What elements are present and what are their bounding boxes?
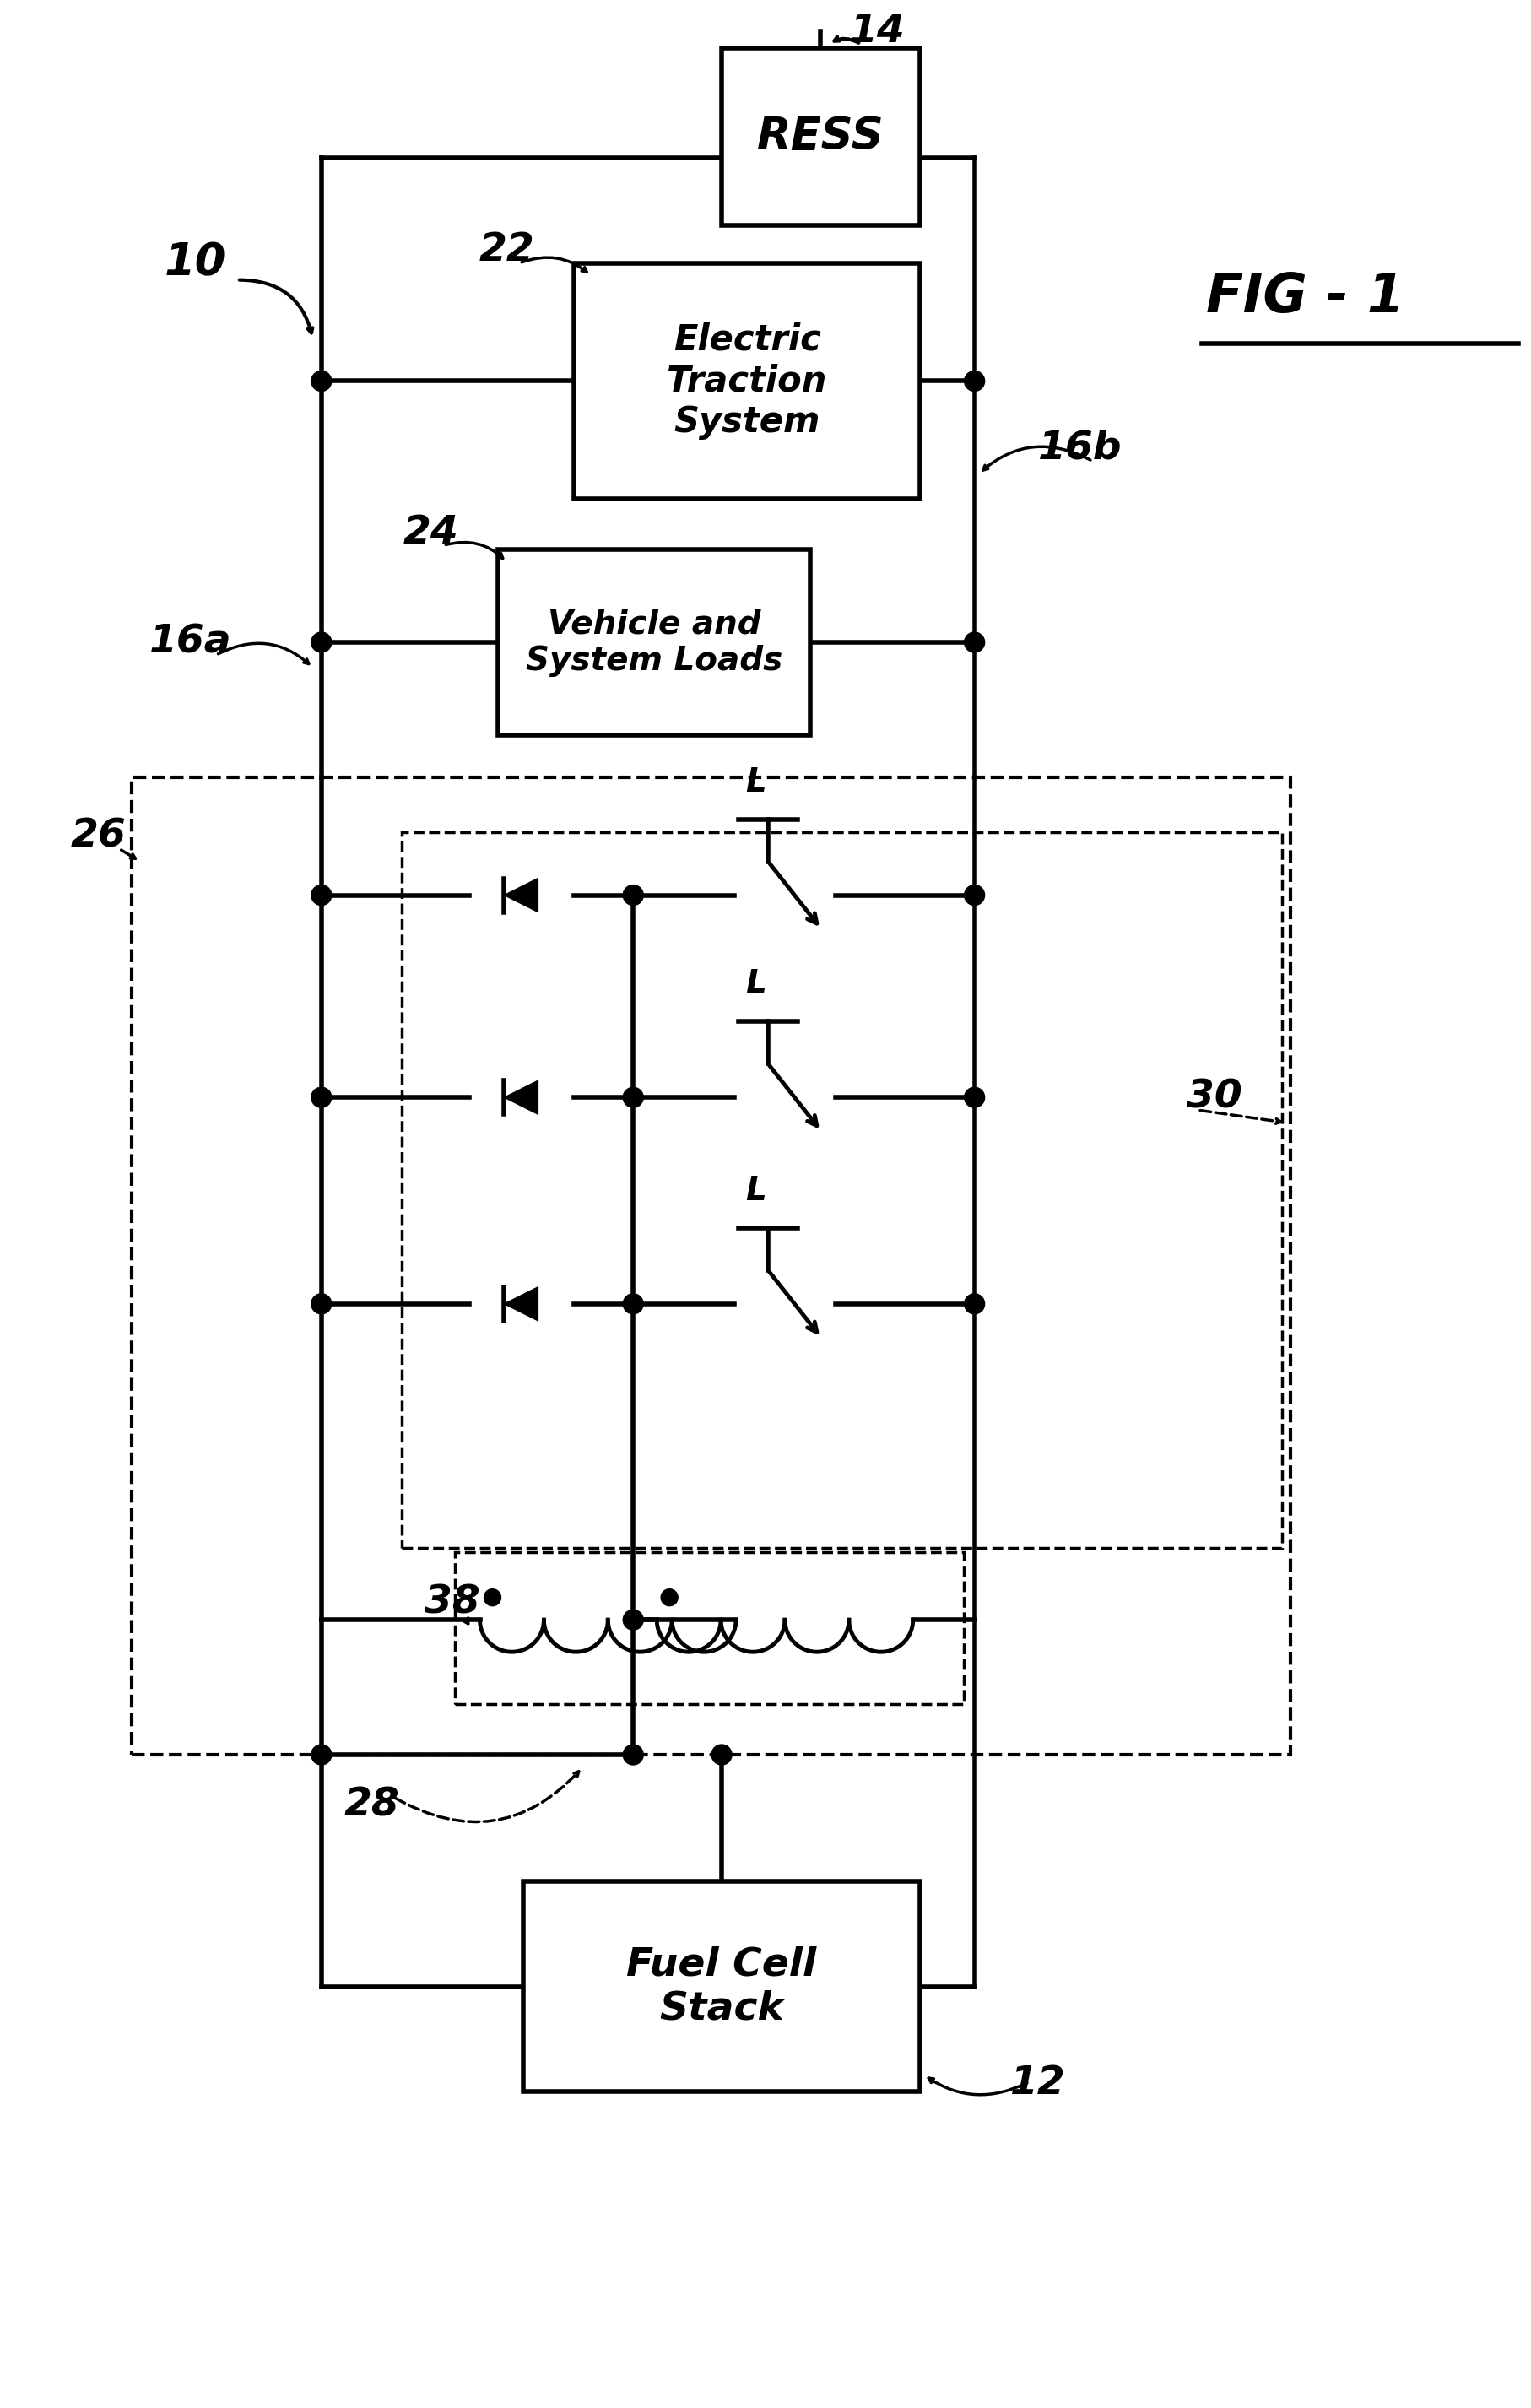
Text: 16b: 16b bbox=[1038, 429, 1122, 467]
Circle shape bbox=[623, 1746, 643, 1765]
Bar bbox=[524, 1881, 920, 2093]
Text: 14: 14 bbox=[850, 12, 905, 51]
Text: FIG - 1: FIG - 1 bbox=[1206, 270, 1405, 323]
Circle shape bbox=[623, 1611, 643, 1630]
Text: 28: 28 bbox=[344, 1787, 400, 1825]
Circle shape bbox=[311, 633, 332, 653]
Text: 12: 12 bbox=[1010, 2064, 1066, 2102]
Circle shape bbox=[712, 1746, 732, 1765]
Text: 38: 38 bbox=[424, 1584, 479, 1623]
Text: Electric
Traction
System: Electric Traction System bbox=[668, 323, 827, 441]
Circle shape bbox=[965, 886, 984, 905]
Circle shape bbox=[965, 633, 984, 653]
Text: RESS: RESS bbox=[758, 116, 885, 159]
Bar bbox=[132, 778, 1291, 1755]
Text: Vehicle and
System Loads: Vehicle and System Loads bbox=[525, 607, 782, 677]
Polygon shape bbox=[504, 879, 537, 913]
Text: 24: 24 bbox=[403, 513, 459, 551]
Circle shape bbox=[311, 1293, 332, 1315]
Text: 22: 22 bbox=[479, 231, 534, 270]
Text: Fuel Cell
Stack: Fuel Cell Stack bbox=[626, 1946, 816, 2028]
Circle shape bbox=[965, 371, 984, 390]
Circle shape bbox=[311, 1088, 332, 1108]
Circle shape bbox=[965, 1088, 984, 1108]
Circle shape bbox=[311, 886, 332, 905]
Bar bbox=[499, 549, 810, 734]
Circle shape bbox=[623, 1088, 643, 1108]
Text: L: L bbox=[746, 1175, 767, 1206]
Bar bbox=[401, 831, 1281, 1548]
Text: 30: 30 bbox=[1187, 1079, 1242, 1117]
Polygon shape bbox=[504, 1081, 537, 1115]
Bar bbox=[721, 48, 920, 226]
Text: L: L bbox=[746, 968, 767, 999]
Circle shape bbox=[311, 371, 332, 390]
Text: 16a: 16a bbox=[150, 624, 233, 662]
Text: L: L bbox=[746, 766, 767, 797]
Circle shape bbox=[623, 1293, 643, 1315]
Text: 10: 10 bbox=[164, 241, 227, 284]
Bar bbox=[574, 262, 920, 498]
Circle shape bbox=[965, 1293, 984, 1315]
Circle shape bbox=[661, 1589, 678, 1606]
Polygon shape bbox=[504, 1286, 537, 1320]
Circle shape bbox=[623, 886, 643, 905]
Bar bbox=[455, 1553, 963, 1705]
Circle shape bbox=[311, 1746, 332, 1765]
Circle shape bbox=[484, 1589, 501, 1606]
Text: 26: 26 bbox=[70, 816, 126, 855]
